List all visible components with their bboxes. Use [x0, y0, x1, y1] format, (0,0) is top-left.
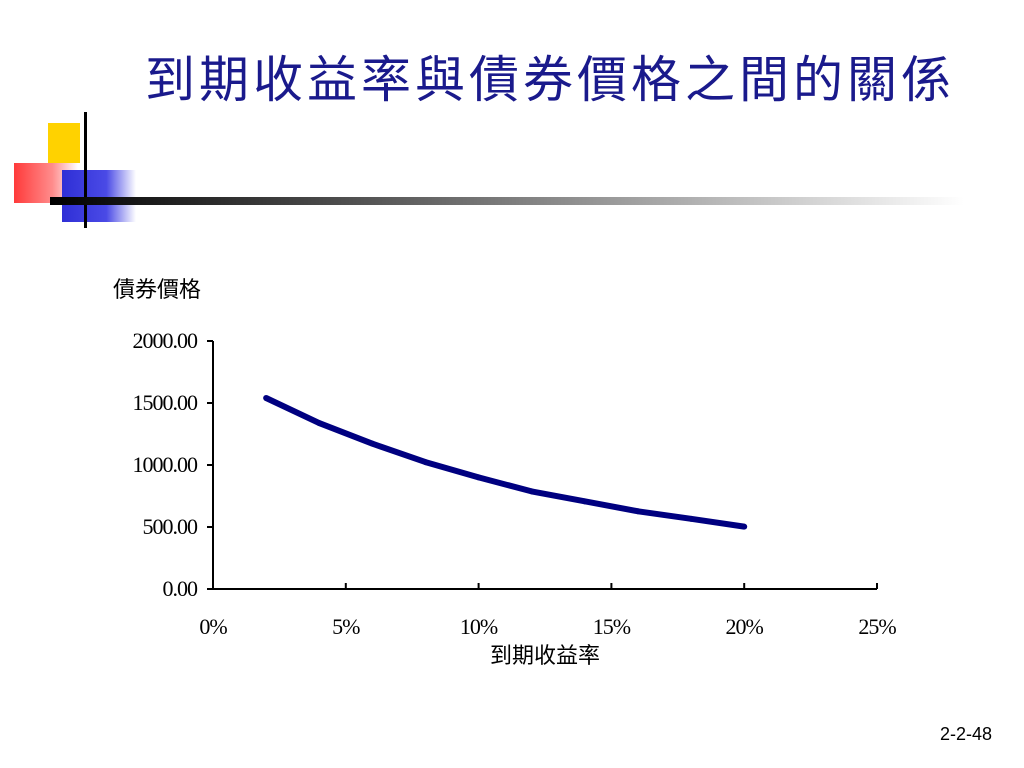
y-tick-label: 2000.00 — [133, 328, 199, 353]
y-tick-label: 1500.00 — [133, 390, 199, 415]
price-curve-line — [264, 395, 745, 530]
y-tick-label: 1000.00 — [133, 452, 199, 477]
data-point — [369, 440, 376, 447]
data-point — [422, 459, 429, 466]
deco-vertical-rule — [84, 112, 87, 228]
y-tick-label: 0.00 — [163, 576, 199, 601]
x-tick-label: 25% — [858, 614, 896, 639]
data-point — [528, 488, 535, 495]
x-tick-label: 5% — [332, 614, 360, 639]
data-point — [475, 474, 482, 481]
x-tick-label: 15% — [593, 614, 631, 639]
x-axis-label: 到期收益率 — [490, 643, 600, 668]
data-point — [634, 508, 641, 515]
deco-title-underline — [50, 197, 964, 205]
data-point — [581, 498, 588, 505]
y-axis-label: 債券價格 — [113, 277, 201, 302]
deco-blue-square — [62, 170, 136, 222]
x-tick-label: 20% — [726, 614, 764, 639]
y-tick-label: 500.00 — [143, 514, 199, 539]
x-tick-label: 10% — [460, 614, 498, 639]
data-point — [741, 523, 748, 530]
data-point — [316, 420, 323, 427]
x-tick-label: 0% — [199, 614, 227, 639]
page-number: 2-2-48 — [939, 724, 992, 744]
data-point — [688, 515, 695, 522]
deco-yellow-square — [48, 123, 80, 163]
data-point — [263, 395, 270, 402]
slide-title: 到期收益率與債券價格之間的關係 — [145, 51, 955, 109]
